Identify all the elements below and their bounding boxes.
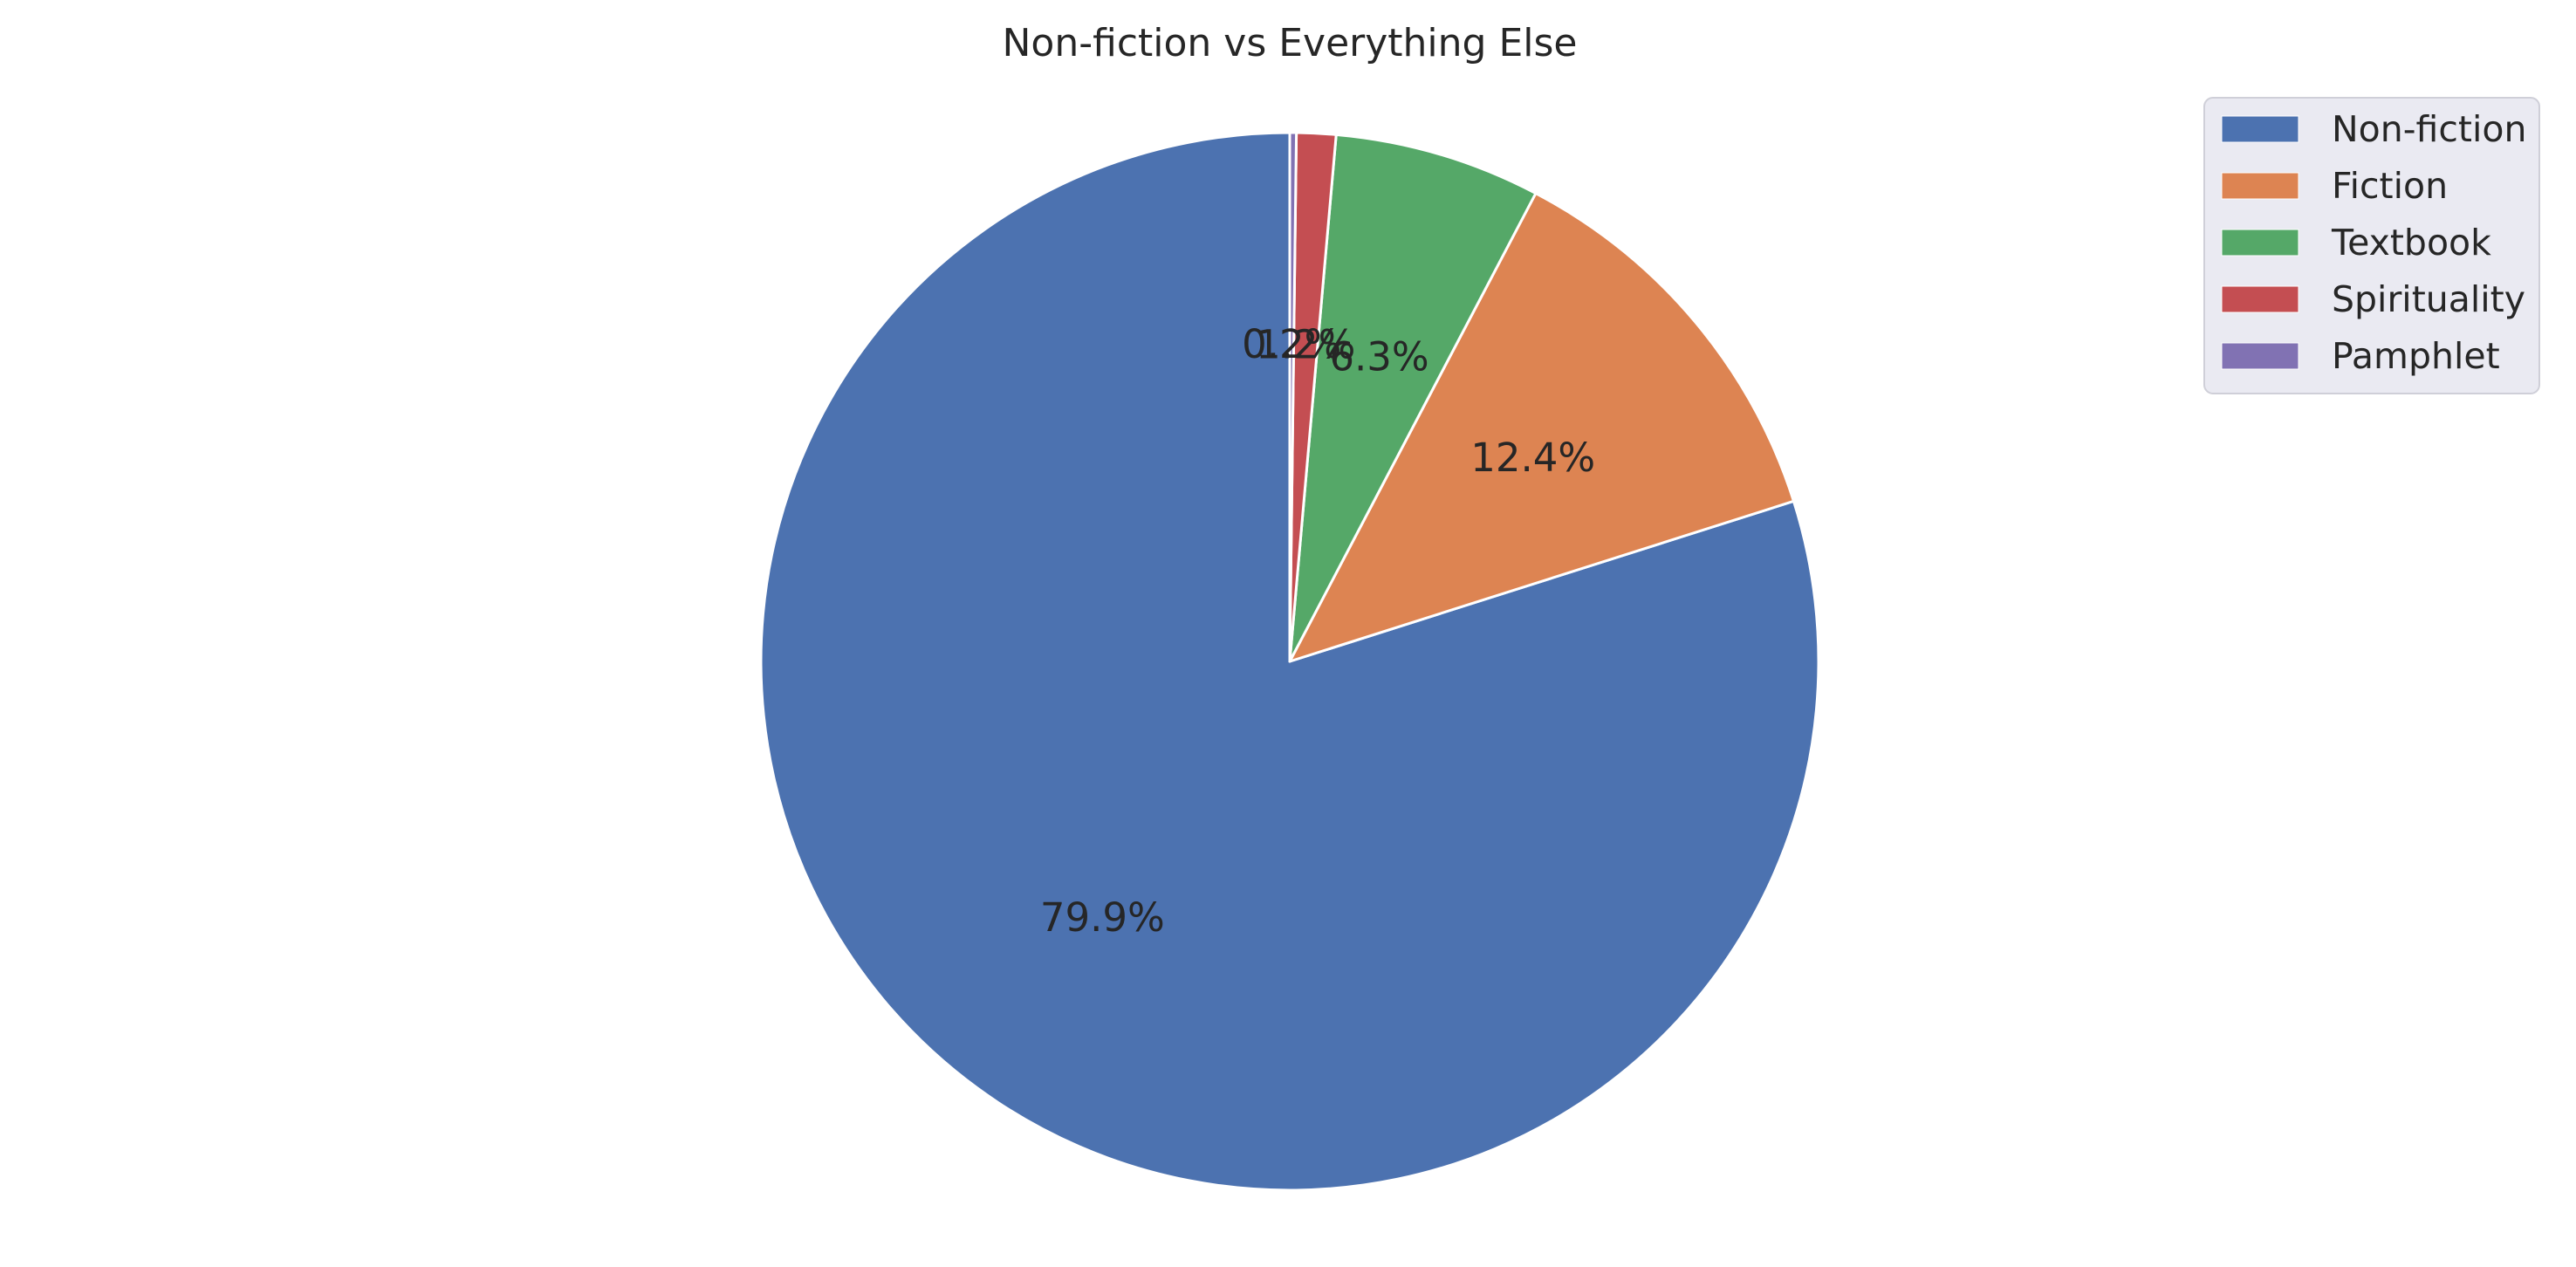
legend-label-pamphlet: Pamphlet <box>2332 335 2500 377</box>
legend-label-fiction: Fiction <box>2332 165 2448 207</box>
legend-swatch-non-fiction <box>2221 115 2299 143</box>
legend-swatch-fiction <box>2221 172 2299 200</box>
chart-title: Non-fiction vs Everything Else <box>1003 21 1578 65</box>
percent-label-spirituality: 1.2% <box>1256 321 1355 367</box>
legend: Non-fiction Fiction Textbook Spirituality Pa… <box>2203 97 2540 394</box>
percent-label-fiction: 12.4% <box>1470 435 1595 481</box>
pie-slice-fiction <box>1288 192 1796 663</box>
legend-label-non-fiction: Non-fiction <box>2332 108 2526 150</box>
pie-slice-non-fiction <box>759 131 1820 1192</box>
percent-label-pamphlet: 0.2% <box>1242 321 1341 367</box>
percent-label-non-fiction: 79.9% <box>1040 894 1165 941</box>
legend-box <box>2203 97 2540 394</box>
legend-swatch-textbook <box>2221 229 2299 257</box>
legend-label-spirituality: Spirituality <box>2332 278 2525 320</box>
legend-swatch-spirituality <box>2221 285 2299 313</box>
pie-slice-pamphlet <box>1288 131 1298 663</box>
pie-slice-textbook <box>1288 133 1538 663</box>
legend-swatch-pamphlet <box>2221 342 2299 370</box>
percent-labels: 79.9% 12.4% 6.3%1.2%0.2% <box>1040 321 1595 941</box>
legend-label-textbook: Textbook <box>2331 222 2491 264</box>
pie-slices <box>759 131 1820 1192</box>
percent-label-textbook: 6.3% <box>1329 334 1428 380</box>
